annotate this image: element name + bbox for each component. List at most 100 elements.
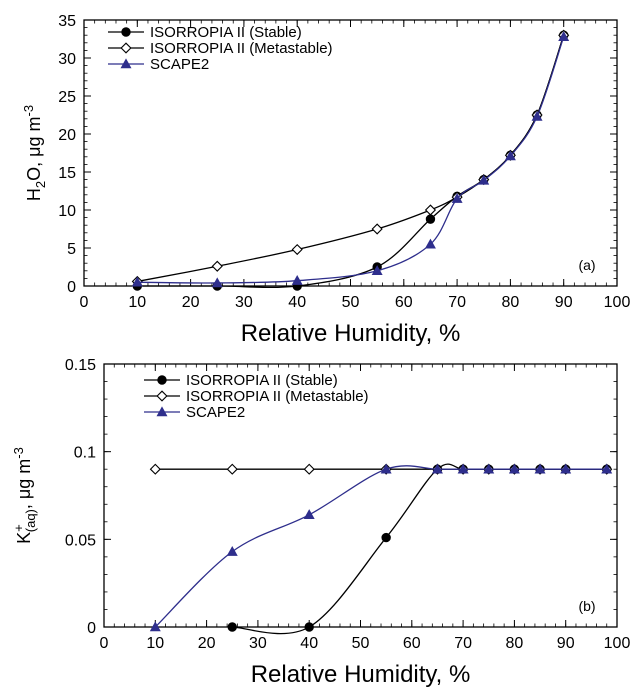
x-tick-label: 0 xyxy=(80,294,89,311)
data-point xyxy=(457,463,469,474)
series-2 xyxy=(131,31,570,288)
data-point xyxy=(131,276,143,287)
legend-label: ISORROPIA II (Stable) xyxy=(186,372,338,389)
ylabel-sub: (aq) xyxy=(23,509,38,532)
data-point xyxy=(291,243,303,256)
data-point xyxy=(303,509,315,520)
data-point xyxy=(504,150,516,161)
ylabel-sub: 2 xyxy=(33,181,48,188)
x-tick-label: 20 xyxy=(198,635,216,652)
data-point xyxy=(149,621,161,632)
x-axis-title: Relative Humidity, % xyxy=(251,661,471,688)
legend: ISORROPIA II (Stable)ISORROPIA II (Metas… xyxy=(108,24,333,73)
x-tick-label: 30 xyxy=(249,635,267,652)
legend-label: SCAPE2 xyxy=(186,404,245,421)
ylabel-base: H xyxy=(24,188,44,201)
y-tick-label: 0 xyxy=(67,279,76,296)
legend-label: ISORROPIA II (Metastable) xyxy=(186,388,369,405)
y-tick-label: 35 xyxy=(58,13,76,30)
series-2 xyxy=(149,463,613,632)
panel-annotation: (a) xyxy=(578,257,595,273)
x-tick-label: 60 xyxy=(395,294,413,311)
y-tick-label: 0.15 xyxy=(65,357,96,374)
y-tick-label: 0.1 xyxy=(74,445,96,462)
y-axis-title: K+(aq), μg m-3 xyxy=(11,447,38,544)
x-tick-label: 70 xyxy=(454,635,472,652)
x-tick-label: 10 xyxy=(146,635,164,652)
ylabel-sup: -3 xyxy=(21,105,36,117)
x-tick-label: 90 xyxy=(557,635,575,652)
legend-label: SCAPE2 xyxy=(150,56,209,73)
x-tick-label: 100 xyxy=(604,635,631,652)
data-point xyxy=(149,463,161,475)
legend-marker xyxy=(121,27,131,37)
x-tick-label: 10 xyxy=(128,294,146,311)
x-tick-label: 50 xyxy=(352,635,370,652)
series-0 xyxy=(227,463,612,635)
y-tick-label: 15 xyxy=(58,165,76,182)
panel-b: 0 10 20 30 40 50 60 70 80 90 100 0 0.05 0.1 0.15 Relati… xyxy=(11,357,630,688)
x-axis-title: Relative Humidity, % xyxy=(241,320,461,347)
data-point xyxy=(560,463,572,474)
data-point xyxy=(483,463,495,474)
legend-marker xyxy=(156,390,168,402)
data-point xyxy=(291,275,303,285)
data-point xyxy=(304,622,314,632)
series-line xyxy=(137,36,565,284)
series-line xyxy=(137,34,565,289)
x-tick-label: 20 xyxy=(182,294,200,311)
y-axis-title: H2O, μg m-3 xyxy=(21,105,48,201)
data-point xyxy=(211,260,223,272)
legend-marker xyxy=(157,375,167,385)
data-point xyxy=(424,238,436,249)
data-point xyxy=(303,463,315,475)
data-point xyxy=(227,622,237,632)
y-tick-label: 25 xyxy=(58,89,76,106)
x-tick-label: 100 xyxy=(604,294,631,311)
y-tick-label: 10 xyxy=(58,203,76,220)
data-point xyxy=(371,265,383,276)
series-line xyxy=(154,465,607,628)
legend-marker xyxy=(156,406,168,417)
data-point xyxy=(424,204,437,216)
data-point xyxy=(431,463,443,474)
y-tick-label: 30 xyxy=(58,51,76,68)
x-tick-label: 0 xyxy=(100,635,109,652)
ylabel-sup1: + xyxy=(11,524,26,532)
data-point xyxy=(226,545,238,556)
data-point xyxy=(425,214,436,224)
panel-annotation: (b) xyxy=(578,598,595,614)
y-tick-label: 0 xyxy=(87,620,96,637)
x-tick-label: 30 xyxy=(235,294,253,311)
legend-label: ISORROPIA II (Stable) xyxy=(150,24,302,41)
x-tick-label: 90 xyxy=(555,294,573,311)
panel-a: 0 10 20 30 40 50 60 70 80 90 100 0 5 10 15 20 25 30 35 Rela… xyxy=(21,13,630,347)
data-point xyxy=(371,223,383,235)
data-point xyxy=(478,174,490,185)
data-point xyxy=(381,532,391,543)
data-point xyxy=(226,463,238,475)
x-tick-label: 40 xyxy=(300,635,318,652)
x-tick-label: 50 xyxy=(342,294,360,311)
data-point xyxy=(211,277,223,288)
data-point xyxy=(508,463,520,474)
ylabel-base: K xyxy=(14,532,34,544)
series-line xyxy=(232,463,607,635)
data-point xyxy=(558,31,570,41)
ylabel-rest: , μg m xyxy=(14,459,34,509)
legend-marker xyxy=(120,42,132,54)
x-tick-label: 80 xyxy=(506,635,524,652)
legend-marker xyxy=(120,58,132,69)
series-line xyxy=(137,34,565,283)
data-point xyxy=(380,463,392,474)
data-point xyxy=(601,463,613,474)
x-tick-label: 70 xyxy=(448,294,466,311)
x-tick-label: 40 xyxy=(288,294,306,311)
data-point xyxy=(531,110,543,121)
y-tick-label: 20 xyxy=(58,127,76,144)
ylabel-rest: O, μg m xyxy=(24,116,44,180)
legend-label: ISORROPIA II (Metastable) xyxy=(150,40,333,57)
data-point xyxy=(534,463,546,474)
